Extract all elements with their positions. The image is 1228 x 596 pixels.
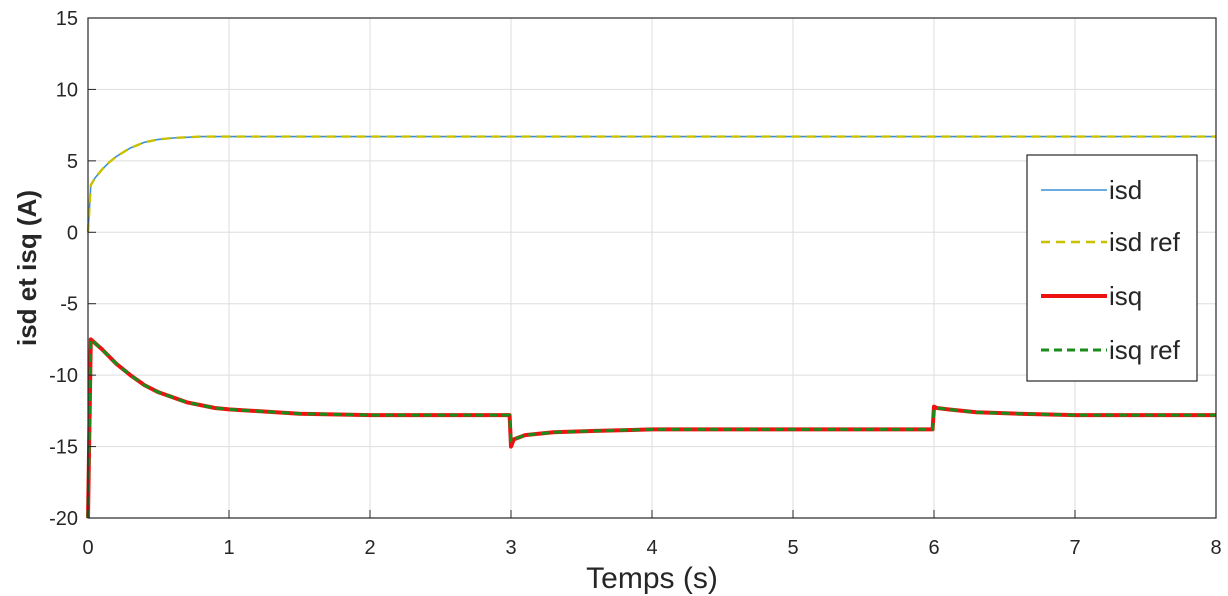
x-tick-label: 2	[364, 537, 375, 559]
legend-label: isd ref	[1109, 227, 1181, 257]
series-line-isq-ref	[86, 337, 1216, 519]
x-tick-label: 1	[223, 537, 234, 559]
y-tick-label: -20	[49, 508, 78, 530]
y-axis-label: isd et isq (A)	[12, 190, 42, 346]
x-axis-label: Temps (s)	[586, 562, 718, 595]
legend: isd isd ref isq isq ref	[1026, 154, 1198, 382]
x-tick-label: 4	[646, 537, 657, 559]
legend-box	[1026, 154, 1198, 382]
legend-label: isq ref	[1109, 335, 1181, 365]
y-tick-label: 0	[67, 222, 78, 244]
x-tick-label: 3	[505, 537, 516, 559]
y-tick-label: -5	[60, 294, 78, 316]
series-line-isd-ref	[86, 135, 1216, 233]
x-tick-label: 5	[787, 537, 798, 559]
y-tick-label: 15	[56, 8, 78, 30]
x-tick-label: 0	[82, 537, 93, 559]
y-tick-label: -15	[49, 437, 78, 459]
x-tick-label: 8	[1210, 537, 1221, 559]
y-tick-label: 5	[67, 151, 78, 173]
x-tick-label: 7	[1069, 537, 1080, 559]
legend-label: isq	[1109, 281, 1142, 311]
x-ticks: 0 1 2 3 4 5 6 7 8	[82, 510, 1222, 559]
y-tick-label: 10	[56, 79, 78, 101]
x-tick-label: 6	[928, 537, 939, 559]
y-ticks: 15 10 5 0 -5 -10 -15 -20	[49, 8, 96, 530]
series-layer	[86, 135, 1216, 519]
legend-label: isd	[1109, 175, 1142, 205]
y-tick-label: -10	[49, 365, 78, 387]
